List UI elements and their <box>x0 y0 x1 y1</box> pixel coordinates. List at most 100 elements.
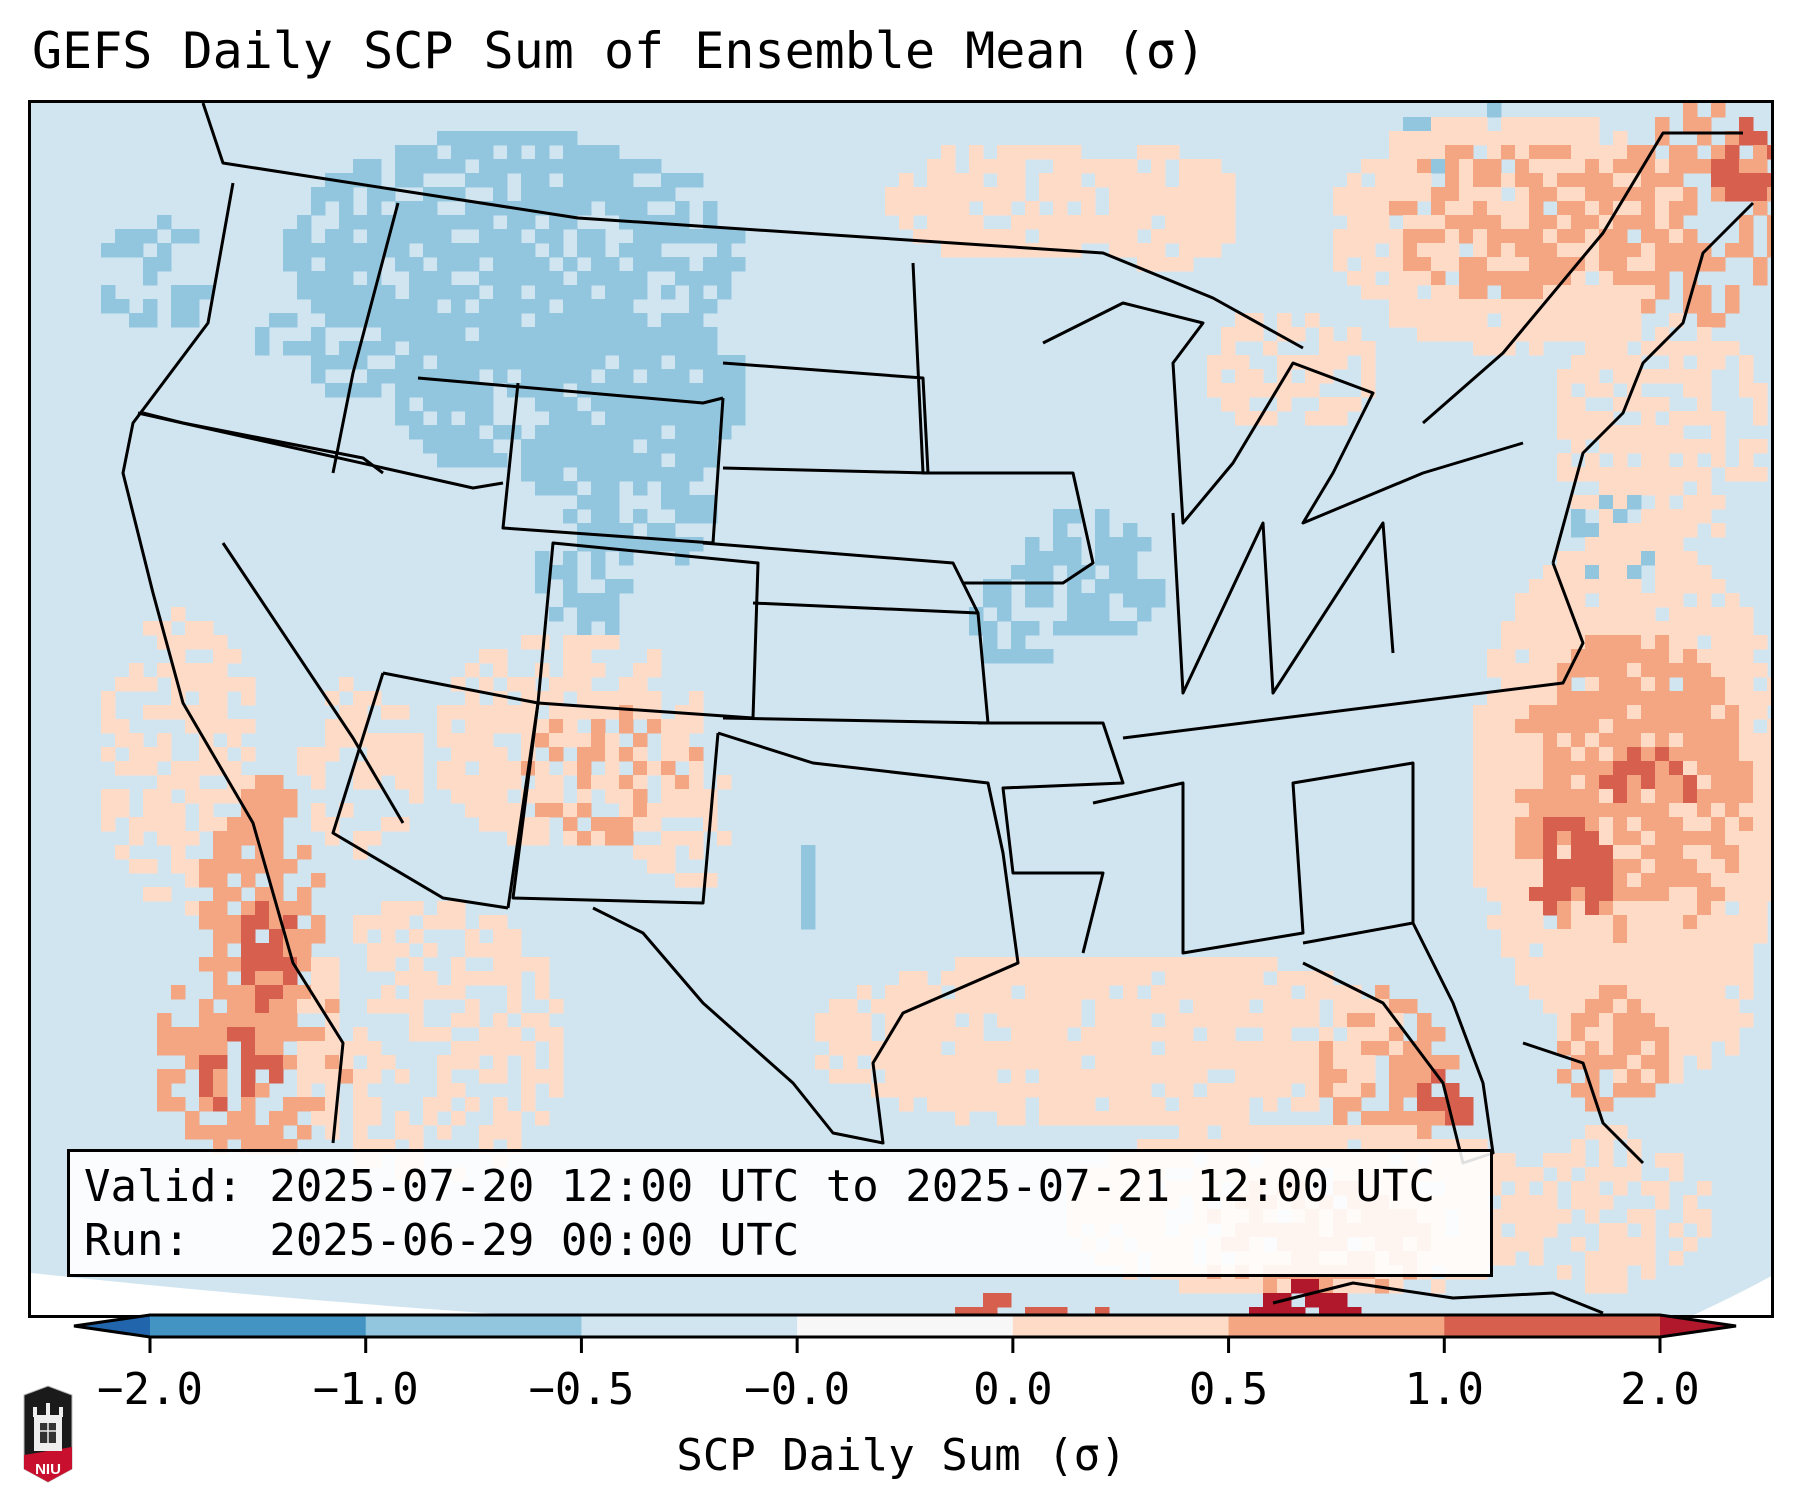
field-cell <box>1221 383 1236 398</box>
field-cell <box>1669 579 1684 594</box>
field-cell <box>1095 1041 1110 1056</box>
field-cell <box>325 1083 340 1098</box>
field-cell <box>605 187 620 202</box>
field-cell <box>1557 915 1572 930</box>
field-cell <box>1669 1223 1684 1238</box>
field-cell <box>199 761 214 776</box>
field-cell <box>241 789 256 804</box>
field-cell <box>577 453 592 468</box>
st-lawrence <box>1422 131 1743 425</box>
field-cell <box>1067 1069 1082 1084</box>
field-cell <box>703 453 718 468</box>
field-cell <box>1095 1013 1110 1028</box>
field-cell <box>1459 173 1474 188</box>
field-cell <box>1641 1055 1656 1070</box>
field-cell <box>493 775 508 790</box>
field-cell <box>1557 859 1572 874</box>
field-cell <box>1263 985 1278 1000</box>
field-cell <box>731 229 746 244</box>
field-cell <box>1711 957 1726 972</box>
field-cell <box>171 1027 186 1042</box>
field-cell <box>591 425 606 440</box>
field-cell <box>577 649 592 664</box>
field-cell <box>1669 789 1684 804</box>
field-cell <box>311 873 326 888</box>
field-cell <box>1123 1097 1138 1112</box>
field-cell <box>983 1083 998 1098</box>
field-cell <box>619 453 634 468</box>
field-cell <box>997 1013 1012 1028</box>
field-cell <box>605 621 620 636</box>
field-cell <box>591 159 606 174</box>
field-cell <box>185 901 200 916</box>
field-cell <box>1557 803 1572 818</box>
field-cell <box>1417 131 1432 146</box>
field-cell <box>1025 971 1040 986</box>
field-cell <box>395 383 410 398</box>
field-cell <box>1165 1083 1180 1098</box>
field-cell <box>1333 341 1348 356</box>
field-cell <box>423 201 438 216</box>
field-cell <box>1697 579 1712 594</box>
field-cell <box>1039 971 1054 986</box>
field-cell <box>1613 523 1628 538</box>
field-cell <box>1011 621 1026 636</box>
field-cell <box>1193 1013 1208 1028</box>
field-cell <box>675 775 690 790</box>
field-cell <box>899 971 914 986</box>
field-cell <box>1599 1237 1614 1252</box>
field-cell <box>521 467 536 482</box>
field-cell <box>1739 761 1754 776</box>
field-cell <box>269 789 284 804</box>
field-cell <box>1641 915 1656 930</box>
field-cell <box>675 229 690 244</box>
field-cell <box>563 369 578 384</box>
field-cell <box>647 537 662 552</box>
field-cell <box>1739 817 1754 832</box>
field-cell <box>1473 817 1488 832</box>
field-cell <box>969 999 984 1014</box>
field-cell <box>535 467 550 482</box>
field-cell <box>563 327 578 342</box>
field-cell <box>1725 593 1740 608</box>
field-cell <box>1165 215 1180 230</box>
field-cell <box>1515 159 1530 174</box>
field-cell <box>1641 285 1656 300</box>
field-cell <box>1501 313 1516 328</box>
valid-time-text: Valid: 2025-07-20 12:00 UTC to 2025-07-2… <box>84 1161 1436 1212</box>
field-cell <box>1221 1013 1236 1028</box>
field-cell <box>1263 411 1278 426</box>
field-cell <box>843 1069 858 1084</box>
field-cell <box>1459 201 1474 216</box>
field-cell <box>1081 971 1096 986</box>
field-cell <box>1627 145 1642 160</box>
field-cell <box>521 1013 536 1028</box>
field-cell <box>1067 621 1082 636</box>
field-cell <box>1613 537 1628 552</box>
field-cell <box>353 1069 368 1084</box>
field-cell <box>1445 215 1460 230</box>
field-cell <box>605 411 620 426</box>
field-cell <box>255 775 270 790</box>
field-cell <box>1403 1111 1418 1126</box>
field-cell <box>1543 705 1558 720</box>
field-cell <box>983 229 998 244</box>
field-cell <box>1501 229 1516 244</box>
field-cell <box>1501 915 1516 930</box>
field-cell <box>1655 551 1670 566</box>
field-cell <box>1277 971 1292 986</box>
field-cell <box>1641 999 1656 1014</box>
field-cell <box>1767 215 1771 230</box>
field-cell <box>297 257 312 272</box>
field-cell <box>1655 957 1670 972</box>
field-cell <box>1641 593 1656 608</box>
field-cell <box>1599 719 1614 734</box>
field-cell <box>1571 565 1586 580</box>
field-cell <box>1613 747 1628 762</box>
field-cell <box>1641 1013 1656 1028</box>
field-cell <box>367 1097 382 1112</box>
field-cell <box>1571 495 1586 510</box>
field-cell <box>381 299 396 314</box>
field-cell <box>493 271 508 286</box>
field-cell <box>1221 1097 1236 1112</box>
